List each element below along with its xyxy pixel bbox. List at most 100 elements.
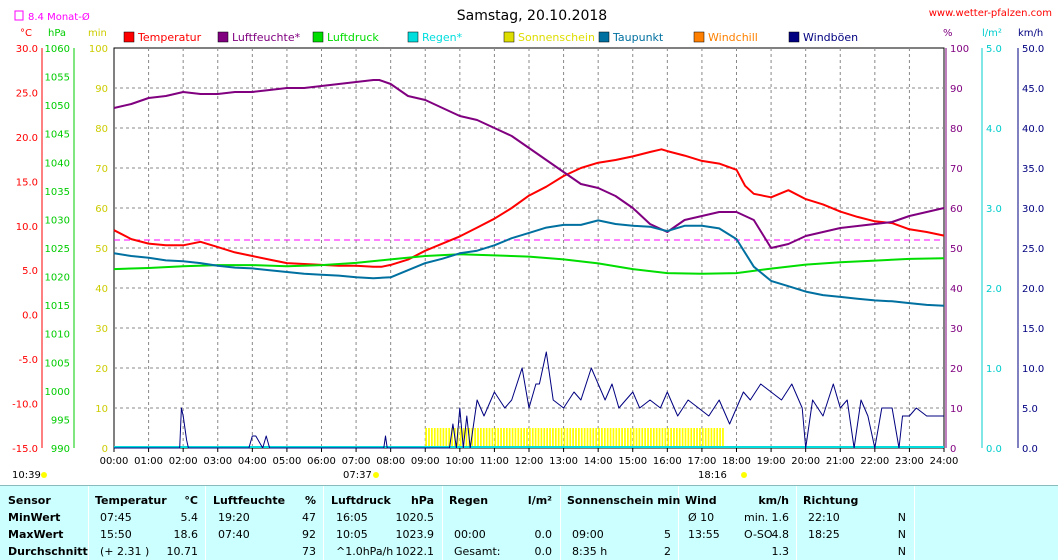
wind-tick-label: 30.0 [1022, 204, 1044, 215]
sunshine-bar [560, 428, 563, 448]
sunshine-bar [520, 428, 523, 448]
pressure-tick-label: 1055 [45, 73, 70, 84]
sunshine-bar [693, 428, 695, 448]
sunshine-bar [667, 428, 670, 448]
sunshine-bar [647, 428, 649, 448]
x-tick-label: 17:00 [688, 456, 717, 467]
sunrise-icon [373, 472, 379, 478]
sun-tick-label: 70 [95, 164, 108, 175]
sunshine-bar [482, 428, 485, 448]
sunshine-bar [675, 428, 678, 448]
legend-swatch [693, 31, 705, 43]
stats-cell: 13:55 [688, 528, 720, 541]
sunshine-bar [632, 428, 635, 448]
sunshine-bar [508, 428, 511, 448]
stats-cell: 2 [664, 545, 671, 558]
x-tick-label: 03:00 [203, 456, 232, 467]
x-tick-label: 18:00 [722, 456, 751, 467]
stats-cell: 1.6 [771, 511, 790, 524]
unit-lm2: l/m² [982, 28, 1002, 39]
pressure-tick-label: 1000 [45, 387, 70, 398]
temp-tick-label: -5.0 [18, 355, 38, 366]
sunshine-bar [569, 428, 572, 448]
stats-cell: 15:50 [100, 528, 132, 541]
sunrise-label: 07:37 [343, 470, 372, 481]
sunshine-bar [589, 428, 592, 448]
rain-tick-label: 5.0 [986, 44, 1002, 55]
sunshine-bar [603, 428, 606, 448]
stats-cell: N [897, 511, 906, 524]
temp-tick-label: 20.0 [16, 133, 38, 144]
sunshine-bar [583, 428, 586, 448]
series-luftdruck [113, 253, 945, 275]
pressure-tick-label: 1025 [45, 244, 70, 255]
humidity-tick-label: 90 [950, 84, 963, 95]
chart-title: Samstag, 20.10.2018 [457, 8, 607, 24]
stats-header: Luftdruck [331, 494, 391, 507]
pressure-tick-label: 995 [51, 415, 70, 426]
sunset-icon [741, 472, 747, 478]
sun-tick-label: 0 [102, 444, 108, 455]
x-tick-label: 14:00 [584, 456, 613, 467]
x-tick-label: 09:00 [411, 456, 440, 467]
rain-tick-label: 1.0 [986, 364, 1002, 375]
sunshine-bar [456, 428, 459, 448]
sun-tick-label: 40 [95, 284, 108, 295]
sunshine-bar [439, 428, 442, 448]
site-url[interactable]: www.wetter-pfalzen.com [929, 8, 1052, 19]
sunshine-bar [534, 428, 537, 448]
sunshine-bar [592, 428, 595, 448]
sunshine-bar [722, 428, 724, 448]
stats-cell: 5.4 [180, 511, 199, 524]
legend-swatch [217, 31, 229, 43]
sunshine-bar [523, 428, 525, 448]
wind-tick-label: 20.0 [1022, 284, 1044, 295]
stats-cell: 09:00 [572, 528, 604, 541]
stats-cell: 47 [302, 511, 316, 524]
sunshine-bar [684, 428, 687, 448]
stats-cell: 4.8 [771, 528, 790, 541]
sunshine-bar [664, 428, 667, 448]
legend-swatch [407, 31, 419, 43]
sunshine-bar [699, 428, 701, 448]
sunshine-bar [681, 428, 684, 448]
sunshine-bar [580, 428, 583, 448]
pressure-tick-label: 1050 [45, 101, 70, 112]
sunshine-bar [696, 428, 698, 448]
unit-min: min [88, 28, 107, 39]
sunshine-bar [566, 428, 569, 448]
sunshine-bar [621, 428, 623, 448]
sunshine-bar [713, 428, 716, 448]
sunshine-bar [577, 428, 580, 448]
x-tick-label: 21:00 [826, 456, 855, 467]
wind-tick-label: 40.0 [1022, 124, 1044, 135]
stats-cell: 8:35 h [572, 545, 608, 558]
sunshine-bar [505, 428, 508, 448]
series-luftfeuchte [113, 79, 945, 249]
pressure-tick-label: 990 [51, 444, 70, 455]
sunshine-bar [546, 428, 549, 448]
sunshine-bar [624, 428, 626, 448]
sunshine-bar [428, 428, 430, 448]
sunshine-bar [601, 428, 603, 448]
x-tick-label: 04:00 [238, 456, 267, 467]
stats-separator [560, 486, 561, 560]
x-tick-label: 24:00 [930, 456, 959, 467]
sunshine-bar [459, 428, 462, 448]
series-taupunkt [113, 219, 945, 307]
sunshine-bar [707, 428, 710, 448]
stats-separator [678, 486, 679, 560]
stats-cell: 18:25 [808, 528, 840, 541]
sunshine-bar [598, 428, 600, 448]
monthly-avg-label: 8.4 Monat-Ø [28, 11, 90, 23]
legend-swatch [123, 31, 135, 43]
sunshine-bar [529, 428, 531, 448]
legend-label: Luftdruck [327, 31, 379, 44]
stats-cell: 0.0 [534, 528, 553, 541]
sunshine-bar [526, 428, 528, 448]
stats-header: Wind [685, 494, 717, 507]
sunshine-bar [670, 428, 672, 448]
sun-tick-label: 80 [95, 124, 108, 135]
sun-tick-label: 10 [95, 404, 108, 415]
sunshine-bar [690, 428, 693, 448]
